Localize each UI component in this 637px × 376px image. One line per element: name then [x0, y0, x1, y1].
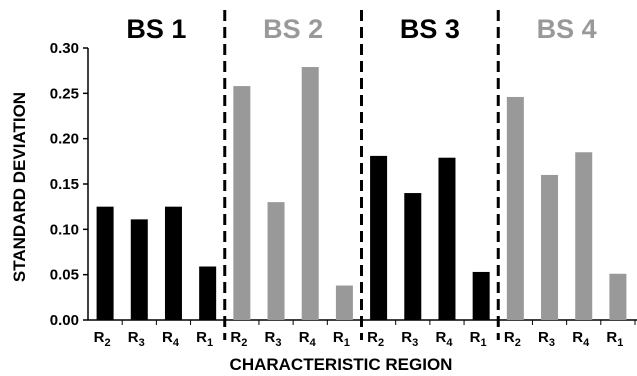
- x-category-label: R2: [230, 329, 247, 349]
- x-category-label: R3: [401, 329, 418, 349]
- bar: [438, 157, 456, 320]
- bar: [404, 193, 422, 320]
- x-category-label: R2: [504, 329, 521, 349]
- bar: [335, 285, 353, 320]
- bar: [233, 86, 251, 320]
- x-category-label: R1: [470, 329, 487, 349]
- group-label: BS 2: [263, 14, 323, 44]
- y-tick-label: 0.25: [50, 85, 79, 102]
- bar: [506, 96, 524, 321]
- bar: [301, 67, 319, 320]
- x-category-label: R3: [128, 329, 145, 349]
- bar: [472, 271, 490, 320]
- bar: [267, 202, 285, 320]
- group-label: BS 1: [126, 14, 186, 44]
- x-category-label: R1: [196, 329, 213, 349]
- plot-area: 0.00 0.05 0.10 0.15 0.20 0.25 0.30 R2 R3 R4 R1 BS 1…: [50, 10, 637, 349]
- bar: [96, 206, 114, 320]
- x-category-label: R2: [94, 329, 111, 349]
- y-tick-label: 0.30: [50, 40, 79, 57]
- x-category-label: R4: [435, 329, 453, 349]
- x-category-label: R1: [333, 329, 350, 349]
- x-category-label: R3: [538, 329, 555, 349]
- bar: [575, 152, 593, 320]
- bar: [370, 155, 388, 320]
- x-axis-title: CHARACTERISTIC REGION: [230, 355, 453, 374]
- y-tick-label: 0.20: [50, 131, 79, 148]
- y-tick-label: 0.00: [50, 312, 79, 329]
- x-category-label: R4: [299, 329, 317, 349]
- x-category-label: R1: [606, 329, 623, 349]
- group-label: BS 3: [400, 14, 460, 44]
- y-tick-label: 0.10: [50, 221, 79, 238]
- y-axis-title: STANDARD DEVIATION: [10, 92, 29, 282]
- x-category-label: R4: [572, 329, 590, 349]
- bar: [199, 266, 217, 320]
- x-category-label: R3: [265, 329, 282, 349]
- bar: [541, 174, 559, 320]
- y-tick-label: 0.05: [50, 267, 79, 284]
- y-tick-label: 0.15: [50, 176, 79, 193]
- x-category-label: R4: [162, 329, 180, 349]
- bar: [130, 219, 148, 320]
- group-label: BS 4: [537, 14, 597, 44]
- bar: [164, 206, 182, 320]
- x-category-label: R2: [367, 329, 384, 349]
- bar: [609, 273, 627, 320]
